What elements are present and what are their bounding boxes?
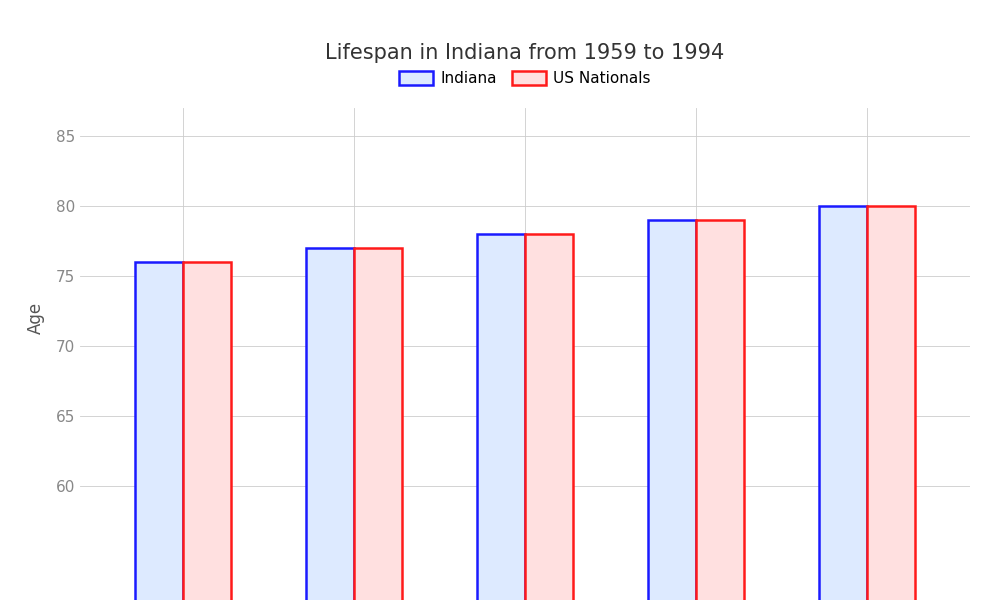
Legend: Indiana, US Nationals: Indiana, US Nationals: [393, 65, 657, 92]
Bar: [477, 234, 525, 600]
Bar: [648, 220, 696, 600]
Bar: [696, 220, 744, 600]
Bar: [867, 206, 915, 600]
Bar: [183, 262, 231, 600]
Y-axis label: Age: Age: [27, 302, 45, 334]
Bar: [306, 248, 354, 600]
Bar: [819, 206, 867, 600]
X-axis label: Year: Year: [507, 559, 543, 577]
Bar: [135, 262, 183, 600]
Title: Lifespan in Indiana from 1959 to 1994: Lifespan in Indiana from 1959 to 1994: [325, 43, 725, 64]
Bar: [525, 234, 573, 600]
Bar: [354, 248, 402, 600]
